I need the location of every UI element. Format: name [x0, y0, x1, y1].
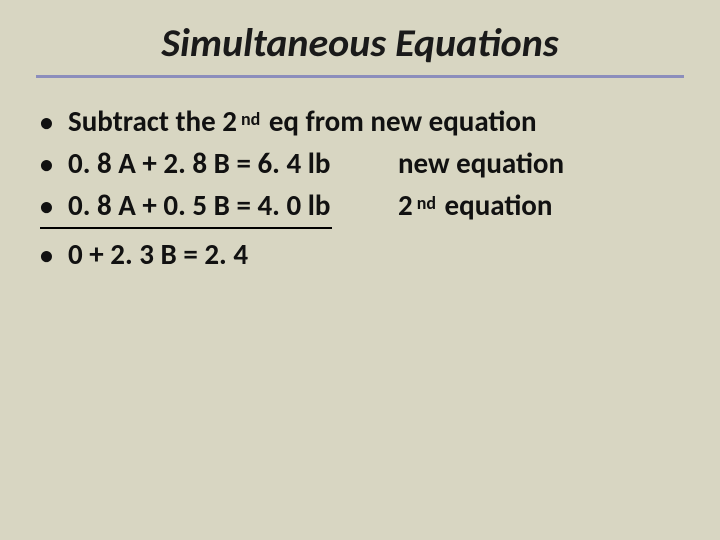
- equation-label: 2nd equation: [332, 184, 680, 226]
- ordinal-sup: nd: [241, 108, 260, 130]
- equation-left: 0. 8 A + 2. 8 B = 6. 4 lb: [68, 142, 398, 184]
- subtraction-underline: •0. 8 A + 0. 5 B = 4. 0 lb: [40, 184, 332, 229]
- equation-left: 0. 8 A + 0. 5 B = 4. 0 lb: [68, 187, 330, 223]
- bullet-icon: •: [40, 188, 68, 226]
- text-part: eq from new equation: [262, 103, 536, 139]
- text-part: new equation: [398, 145, 564, 181]
- content-area: • Subtract the 2nd eq from new equation …: [36, 100, 684, 275]
- text-part: 0. 8 A + 2. 8 B = 6. 4 lb: [68, 145, 330, 181]
- bullet-text: Subtract the 2nd eq from new equation: [68, 100, 680, 142]
- slide: Simultaneous Equations • Subtract the 2n…: [0, 0, 720, 540]
- slide-title: Simultaneous Equations: [36, 18, 684, 67]
- bullet-row: • 0. 8 A + 2. 8 B = 6. 4 lb new equation: [40, 142, 680, 184]
- bullet-icon: •: [40, 146, 68, 184]
- text-part: equation: [438, 187, 552, 223]
- equation-label: new equation: [398, 142, 680, 184]
- bullet-row: • Subtract the 2nd eq from new equation: [40, 100, 680, 142]
- equation-result: 0 + 2. 3 B = 2. 4: [68, 233, 680, 275]
- text-part: 2: [398, 187, 413, 223]
- bullet-row-underlined: •0. 8 A + 0. 5 B = 4. 0 lb 2nd equation: [40, 184, 680, 229]
- title-underline: [36, 75, 684, 78]
- bullet-icon: •: [40, 237, 68, 275]
- text-part: 0 + 2. 3 B = 2. 4: [68, 236, 248, 272]
- bullet-row: • 0 + 2. 3 B = 2. 4: [40, 233, 680, 275]
- ordinal-sup: nd: [417, 192, 436, 214]
- text-part: Subtract the 2: [68, 103, 237, 139]
- bullet-icon: •: [40, 104, 68, 142]
